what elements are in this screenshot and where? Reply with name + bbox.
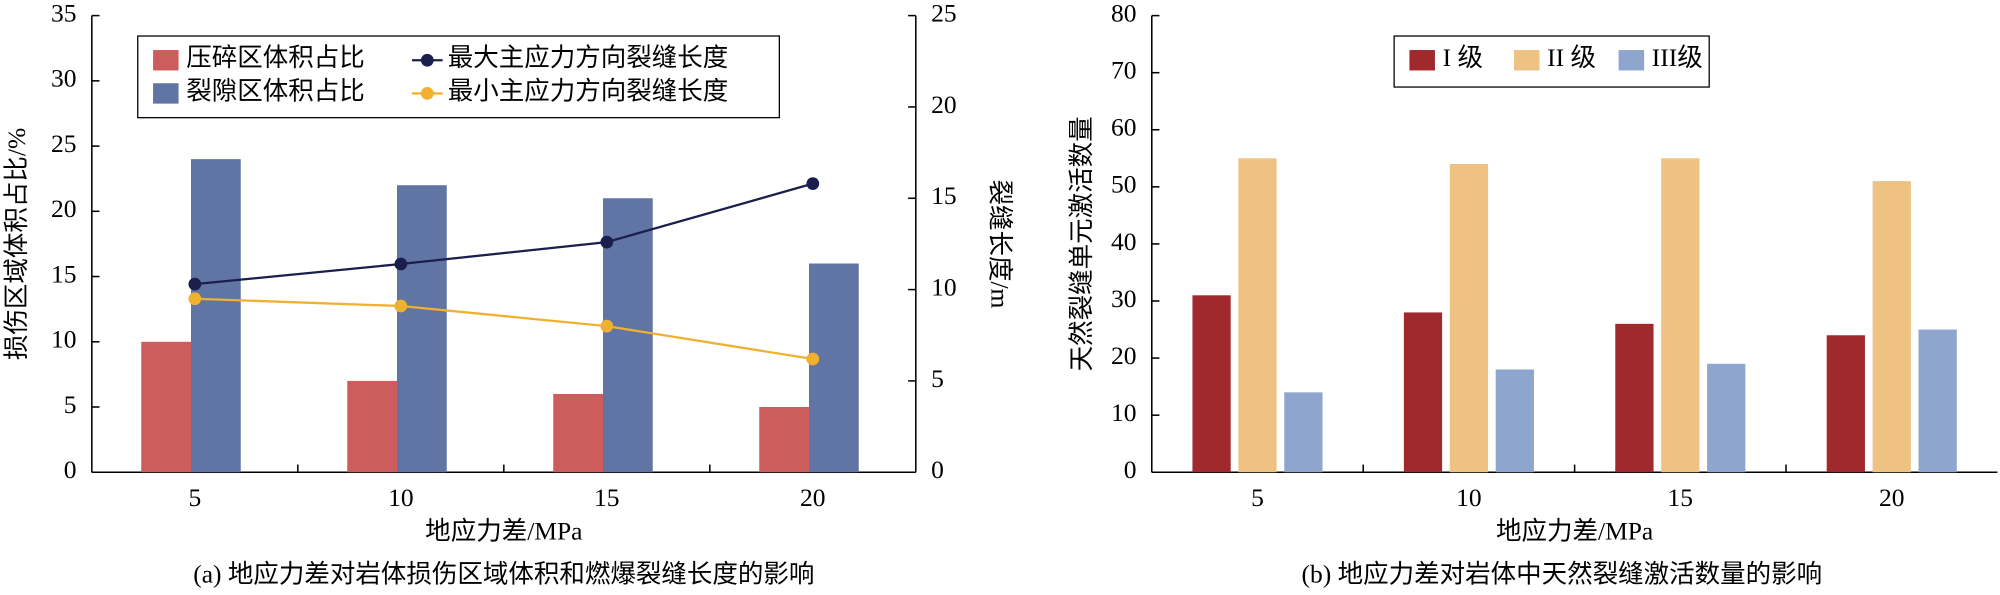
legend-box (1393, 35, 1710, 88)
bar (1284, 392, 1323, 473)
y-tick-label: 0 (64, 455, 77, 484)
bar (347, 380, 398, 473)
legend-label: 最小主应力方向裂缝长度 (448, 76, 729, 105)
x-tick-label: 20 (800, 483, 826, 512)
x-axis-label: 地应力差/MPa (425, 516, 582, 545)
bar (1192, 295, 1231, 473)
x-tick-label: 10 (388, 483, 414, 512)
legend-box (137, 35, 780, 119)
caption: (a) 地应力差对岩体损伤区域体积和燃爆裂缝长度的影响 (193, 560, 814, 589)
legend-label: I 级 (1443, 43, 1483, 72)
bar (553, 393, 603, 473)
line-marker (806, 352, 820, 366)
x-tick-label: 15 (594, 483, 620, 512)
y-tick-label: 60 (1111, 113, 1137, 142)
line-marker (600, 235, 614, 249)
line-marker (188, 292, 202, 306)
caption: (b) 地应力差对岩体中天然裂缝激活数量的影响 (1302, 560, 1823, 589)
line (194, 297, 813, 361)
legend-swatch (153, 50, 179, 71)
legend-marker (420, 53, 434, 67)
bar (808, 263, 859, 473)
legend-swatch (1409, 50, 1435, 71)
line-marker (806, 177, 820, 191)
bar (191, 159, 241, 473)
line-marker (600, 319, 614, 333)
y-tick-label: 15 (51, 259, 76, 288)
y-tick-label: 70 (1111, 56, 1137, 85)
bar (397, 185, 447, 473)
bar (1872, 181, 1911, 473)
y-tick-label: 5 (64, 390, 77, 419)
bar (1826, 335, 1865, 473)
y-axis-label: 损伤区域体积占比/% (2, 128, 31, 360)
y-tick-label: 50 (1111, 170, 1137, 199)
x-tick-label: 10 (1456, 483, 1482, 512)
bar (1615, 323, 1654, 473)
y2-tick-label: 25 (931, 0, 957, 27)
x-axis-label: 地应力差/MPa (1496, 516, 1653, 545)
y-tick-label: 10 (51, 325, 76, 354)
bar (1238, 158, 1277, 473)
y-tick-label: 0 (1124, 455, 1137, 484)
y-tick-label: 20 (51, 194, 76, 223)
legend-swatch (1514, 50, 1540, 71)
x-tick-label: 5 (1251, 483, 1264, 512)
y-tick-label: 30 (51, 64, 76, 93)
x-tick-label: 20 (1879, 483, 1905, 512)
bar (1495, 369, 1534, 473)
y2-tick-label: 20 (931, 90, 957, 119)
y2-tick-label: 15 (931, 181, 957, 210)
bar (1661, 158, 1700, 473)
legend-label: 压碎区体积占比 (186, 43, 365, 72)
bar (1449, 164, 1489, 473)
x-tick-label: 15 (1668, 483, 1693, 512)
legend-swatch (1618, 50, 1645, 71)
y2-tick-label: 5 (931, 364, 944, 393)
line-marker (394, 299, 408, 313)
y-tick-label: 80 (1111, 0, 1137, 27)
bar (1403, 312, 1443, 473)
line-marker (394, 257, 408, 271)
line-marker (188, 277, 202, 291)
bar (1707, 363, 1746, 473)
y2-tick-label: 10 (931, 272, 957, 301)
y-axis-label: 天然裂缝单元激活数量 (1067, 116, 1096, 371)
bar (1918, 329, 1957, 473)
legend-marker (420, 87, 434, 100)
legend-swatch (153, 83, 179, 104)
legend-label: III级 (1652, 43, 1703, 72)
bar (141, 341, 192, 473)
line (194, 182, 814, 286)
legend-label: 裂隙区体积占比 (186, 76, 365, 105)
bar (759, 407, 809, 473)
y-tick-label: 10 (1111, 398, 1137, 427)
y-tick-label: 20 (1111, 341, 1137, 370)
legend-label: 最大主应力方向裂缝长度 (448, 43, 729, 72)
x-tick-label: 5 (188, 483, 201, 512)
y2-tick-label: 0 (931, 455, 944, 484)
y-tick-label: 25 (51, 129, 76, 158)
legend-label: II 级 (1547, 43, 1596, 72)
y2-axis-label: 裂缝长度/m (986, 179, 1015, 308)
y-tick-label: 40 (1111, 227, 1137, 256)
y-tick-label: 35 (51, 0, 76, 27)
y-tick-label: 30 (1111, 284, 1137, 313)
